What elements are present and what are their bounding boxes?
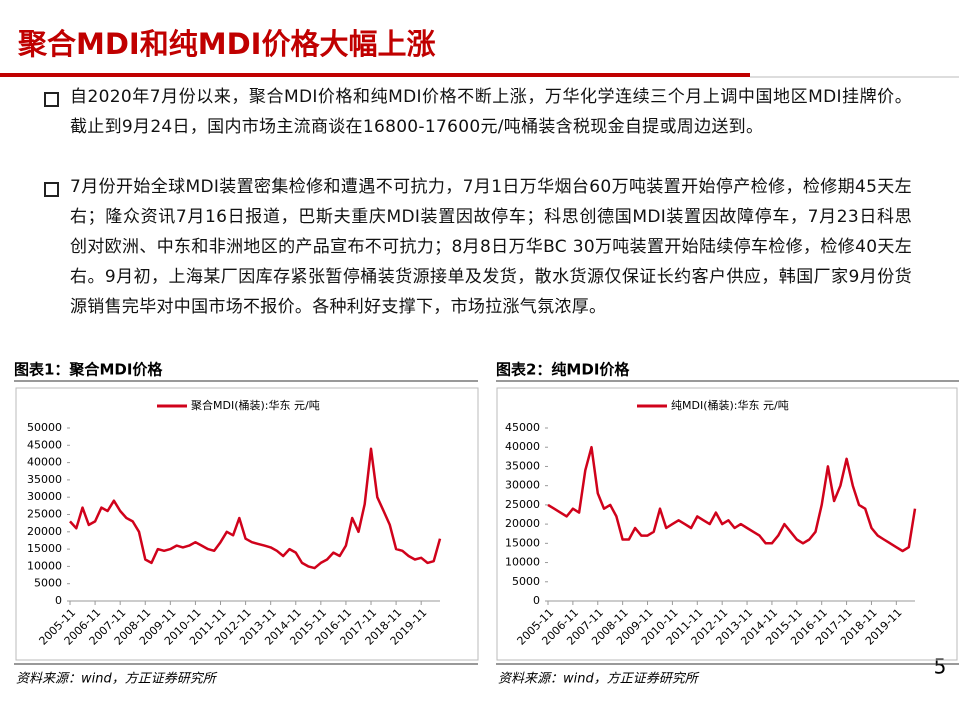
- slide-title: 聚合MDI和纯MDI价格大幅上涨: [17, 27, 435, 61]
- y-tick-label: 10000: [27, 559, 62, 572]
- y-tick-label: 45000: [505, 421, 540, 434]
- y-tick-label: 10000: [505, 556, 540, 569]
- legend-label: 纯MDI(桶装):华东 元/吨: [671, 398, 789, 412]
- price-line: [547, 445, 917, 553]
- y-tick-label: 25000: [505, 498, 540, 511]
- y-tick-label: 40000: [505, 440, 540, 453]
- y-tick-label: 5000: [34, 577, 62, 590]
- chart-frame: [496, 387, 958, 661]
- figure-source: 资料来源：wind，方正证券研究所: [16, 671, 218, 687]
- bullet-text: 自2020年7月份以来，聚合MDI价格和纯MDI价格不断上涨，万华化学连续三个月…: [70, 87, 912, 137]
- y-tick-label: 15000: [27, 542, 62, 555]
- y-tick-label: 30000: [505, 479, 540, 492]
- chart-frame: [15, 387, 479, 661]
- y-tick-label: 35000: [505, 459, 540, 472]
- page-number: 5: [934, 655, 947, 679]
- y-tick-label: 35000: [27, 473, 62, 486]
- figure-source: 资料来源：wind，方正证券研究所: [498, 671, 700, 687]
- y-tick-label: 20000: [27, 525, 62, 538]
- bullet-text: 7月份开始全球MDI装置密集检修和遭遇不可抗力，7月1日万华烟台60万吨装置开始…: [70, 177, 912, 317]
- y-tick-label: 15000: [505, 536, 540, 549]
- y-tick-label: 50000: [27, 421, 62, 434]
- bullet-marker: [44, 182, 59, 197]
- y-tick-label: 5000: [512, 575, 540, 588]
- legend-label: 聚合MDI(桶装):华东 元/吨: [191, 398, 320, 412]
- y-tick-label: 0: [55, 594, 62, 607]
- y-tick-label: 25000: [27, 508, 62, 521]
- price-line: [69, 447, 442, 570]
- y-tick-label: 20000: [505, 517, 540, 530]
- title-rule: [0, 73, 750, 77]
- y-tick-label: 0: [533, 594, 540, 607]
- bullet-marker: [44, 92, 59, 107]
- figure-caption: 图表1：聚合MDI价格: [14, 361, 163, 379]
- y-tick-label: 40000: [27, 456, 62, 469]
- y-tick-label: 45000: [27, 438, 62, 451]
- y-tick-label: 30000: [27, 490, 62, 503]
- figure-caption: 图表2：纯MDI价格: [496, 361, 630, 379]
